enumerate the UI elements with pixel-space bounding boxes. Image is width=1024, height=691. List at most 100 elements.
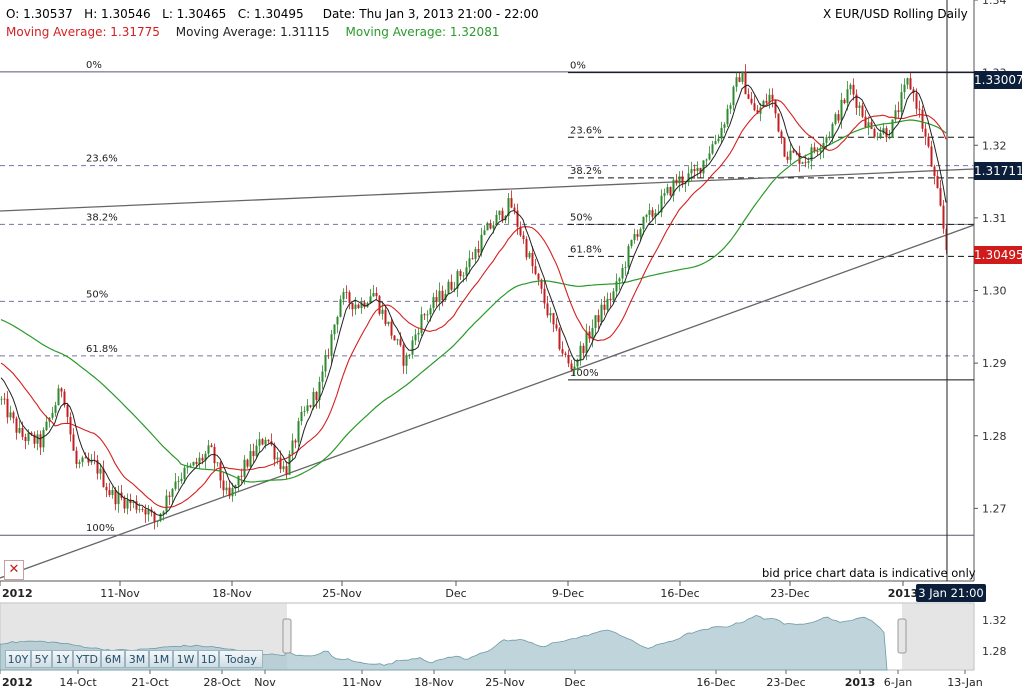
range-button-1m[interactable]: 1M (149, 650, 173, 668)
ma-black-line (0, 84, 947, 517)
candle-body (438, 290, 441, 303)
candle-body (651, 210, 654, 217)
navigator-x-label: 13-Jan (947, 676, 983, 689)
candle-body (165, 495, 168, 512)
candle-body (27, 432, 30, 442)
range-button-1y[interactable]: 1Y (52, 650, 73, 668)
candle-body (888, 137, 891, 139)
candle-body (621, 267, 624, 279)
range-button-1d[interactable]: 1D (198, 650, 219, 668)
candle-body (594, 315, 597, 329)
x-tick-label: 23-Dec (770, 587, 809, 600)
price-tag-high: 1.33007 (974, 71, 1024, 89)
range-button-3m[interactable]: 3M (125, 650, 149, 668)
range-button-5y[interactable]: 5Y (31, 650, 52, 668)
candle-body (435, 297, 438, 303)
navigator-handle-left[interactable] (282, 618, 292, 654)
candle-body (654, 212, 657, 217)
candle-body (30, 432, 33, 435)
candle-body (804, 162, 807, 164)
candle-body (789, 150, 792, 160)
candle-body (516, 210, 519, 227)
candle-body (837, 114, 840, 121)
candle-body (240, 475, 243, 477)
candle-body (927, 136, 930, 147)
candle-body (690, 169, 693, 174)
candle-body (540, 279, 543, 289)
navigator-x-label: 2012 (2, 676, 33, 689)
reset-zoom-icon[interactable]: ✕ (4, 560, 24, 580)
navigator-handle-right[interactable] (897, 618, 907, 654)
candle-body (633, 234, 636, 241)
candle-body (600, 304, 603, 323)
candle-body (828, 136, 831, 138)
range-button-10y[interactable]: 10Y (5, 650, 31, 668)
candle-body (234, 485, 237, 489)
candle-body (903, 84, 906, 93)
candle-body (294, 440, 297, 443)
fib-left-label: 23.6% (86, 154, 118, 165)
range-button-ytd[interactable]: YTD (73, 650, 101, 668)
candle-body (846, 89, 849, 103)
ma-red-line (0, 99, 947, 509)
range-button-today[interactable]: Today (219, 650, 263, 668)
candle-body (774, 99, 777, 114)
navigator-x-label: Nov (254, 676, 276, 689)
range-button-1w[interactable]: 1W (173, 650, 198, 668)
candle-body (831, 123, 834, 137)
candle-body (330, 334, 333, 356)
candle-body (858, 105, 861, 108)
candle-body (126, 499, 129, 509)
ma-black-legend: Moving Average: 1.31115 (175, 25, 330, 39)
candle-body (465, 267, 468, 276)
candle-body (801, 162, 804, 164)
candle-body (336, 316, 339, 325)
candle-body (174, 481, 177, 489)
candle-body (381, 309, 384, 314)
y-tick-label: 1.29 (982, 357, 1007, 370)
range-button-6m[interactable]: 6M (101, 650, 125, 668)
candle-body (159, 513, 162, 522)
candle-body (861, 105, 864, 117)
candle-body (69, 416, 72, 435)
candle-body (186, 466, 189, 468)
candle-body (114, 489, 117, 505)
candle-body (717, 138, 720, 142)
candle-body (546, 303, 549, 316)
upper-trend-line (0, 168, 975, 212)
candle-body (96, 460, 99, 474)
candle-body (705, 159, 708, 161)
candle-body (210, 445, 213, 447)
candle-body (819, 149, 822, 152)
candle-body (834, 114, 837, 124)
candle-body (564, 353, 567, 355)
candle-body (897, 110, 900, 113)
candle-body (687, 173, 690, 183)
candle-body (462, 275, 465, 277)
candle-body (519, 226, 522, 236)
candle-body (345, 292, 348, 293)
candle-body (627, 246, 630, 268)
candle-body (153, 512, 156, 522)
candle-body (222, 480, 225, 491)
y-tick-label: 1.27 (982, 502, 1007, 515)
candle-body (603, 304, 606, 310)
candle-body (618, 278, 621, 282)
candle-body (147, 509, 150, 515)
candle-body (231, 488, 234, 497)
candle-body (606, 298, 609, 310)
candle-body (300, 411, 303, 422)
low-value: L: 1.30465 (162, 7, 227, 21)
candle-body (630, 240, 633, 247)
candle-body (906, 78, 909, 85)
candle-body (534, 266, 537, 274)
ohlc-readout: O: 1.30537 H: 1.30546 L: 1.30465 C: 1.30… (6, 7, 539, 21)
x-tick-label: 16-Dec (660, 587, 699, 600)
candle-body (24, 436, 27, 442)
fib-right-label: 100% (570, 368, 599, 379)
y-tick-label: 1.31 (982, 212, 1007, 225)
candle-body (510, 198, 513, 208)
candle-body (678, 176, 681, 184)
candle-body (0, 398, 3, 400)
